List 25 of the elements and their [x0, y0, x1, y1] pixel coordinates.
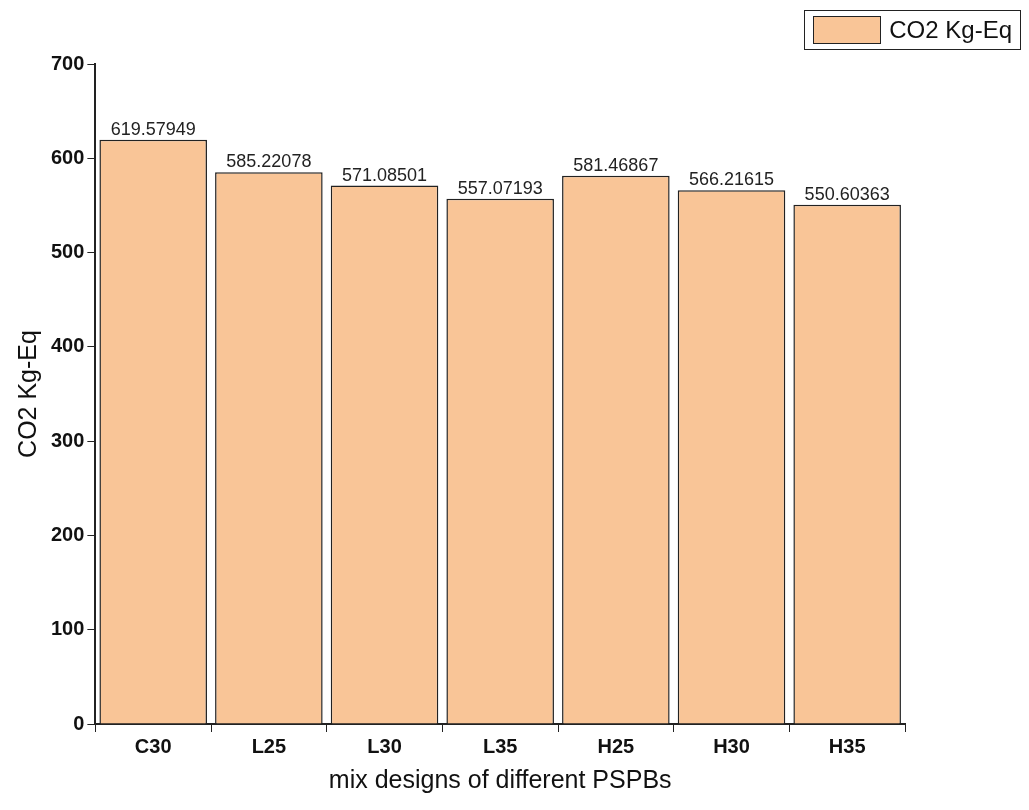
text: CO2 Kg-Eq — [889, 16, 1012, 44]
y-axis-title: CO2 Kg-Eq — [12, 330, 41, 458]
x-tick-label: L25 — [251, 734, 287, 757]
data-label: 619.57949 — [110, 118, 196, 139]
x-tick-label: H35 — [828, 734, 866, 757]
y-tick-label: 100 — [50, 617, 85, 640]
y-tick-label: 500 — [50, 240, 85, 263]
data-label: 566.21615 — [688, 169, 775, 190]
y-tick-label: 400 — [50, 334, 85, 357]
x-tick-label: L30 — [367, 734, 402, 757]
y-tick-label: 700 — [50, 51, 85, 74]
x-tick-label: H30 — [713, 734, 750, 757]
data-label: 581.46867 — [573, 154, 659, 175]
y-tick-label: 0 — [73, 711, 85, 734]
y-tick-label: 300 — [50, 428, 85, 451]
x-tick-label: H25 — [597, 734, 635, 757]
data-label: 550.60363 — [804, 183, 890, 204]
data-label: 585.22078 — [226, 151, 312, 172]
y-tick-label: 200 — [50, 522, 85, 545]
x-tick-label: L35 — [482, 734, 518, 757]
data-label: 571.08501 — [341, 164, 428, 185]
y-tick-label: 600 — [50, 145, 85, 168]
x-tick-label: C30 — [134, 734, 172, 757]
data-label: 557.07193 — [457, 177, 543, 198]
x-axis-title: mix designs of different PSPBs — [328, 764, 672, 793]
